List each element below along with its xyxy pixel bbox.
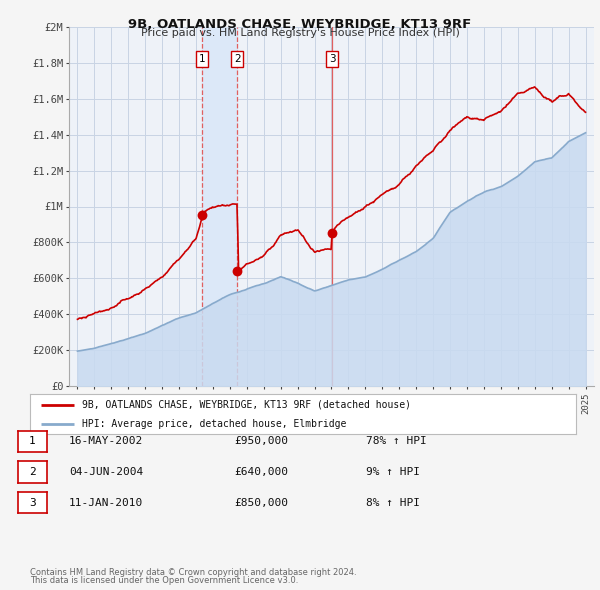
Text: Price paid vs. HM Land Registry's House Price Index (HPI): Price paid vs. HM Land Registry's House …: [140, 28, 460, 38]
Text: £850,000: £850,000: [234, 498, 288, 507]
Text: £640,000: £640,000: [234, 467, 288, 477]
Text: 16-MAY-2002: 16-MAY-2002: [69, 437, 143, 446]
Text: 8% ↑ HPI: 8% ↑ HPI: [366, 498, 420, 507]
Bar: [202, 27, 238, 386]
Text: 3: 3: [29, 498, 36, 507]
Text: This data is licensed under the Open Government Licence v3.0.: This data is licensed under the Open Gov…: [30, 576, 298, 585]
Text: Contains HM Land Registry data © Crown copyright and database right 2024.: Contains HM Land Registry data © Crown c…: [30, 568, 356, 577]
Point: [233, 267, 242, 276]
Text: 3: 3: [329, 54, 335, 64]
Text: 04-JUN-2004: 04-JUN-2004: [69, 467, 143, 477]
Point: [197, 211, 207, 220]
Text: 9B, OATLANDS CHASE, WEYBRIDGE, KT13 9RF: 9B, OATLANDS CHASE, WEYBRIDGE, KT13 9RF: [128, 18, 472, 31]
Text: 9% ↑ HPI: 9% ↑ HPI: [366, 467, 420, 477]
Text: 9B, OATLANDS CHASE, WEYBRIDGE, KT13 9RF (detached house): 9B, OATLANDS CHASE, WEYBRIDGE, KT13 9RF …: [82, 400, 411, 410]
Text: £950,000: £950,000: [234, 437, 288, 446]
Text: 1: 1: [199, 54, 206, 64]
Text: 78% ↑ HPI: 78% ↑ HPI: [366, 437, 427, 446]
Text: 2: 2: [234, 54, 241, 64]
Text: 11-JAN-2010: 11-JAN-2010: [69, 498, 143, 507]
Text: HPI: Average price, detached house, Elmbridge: HPI: Average price, detached house, Elmb…: [82, 419, 346, 428]
Text: 2: 2: [29, 467, 36, 477]
Point: [327, 229, 337, 238]
Text: 1: 1: [29, 437, 36, 446]
